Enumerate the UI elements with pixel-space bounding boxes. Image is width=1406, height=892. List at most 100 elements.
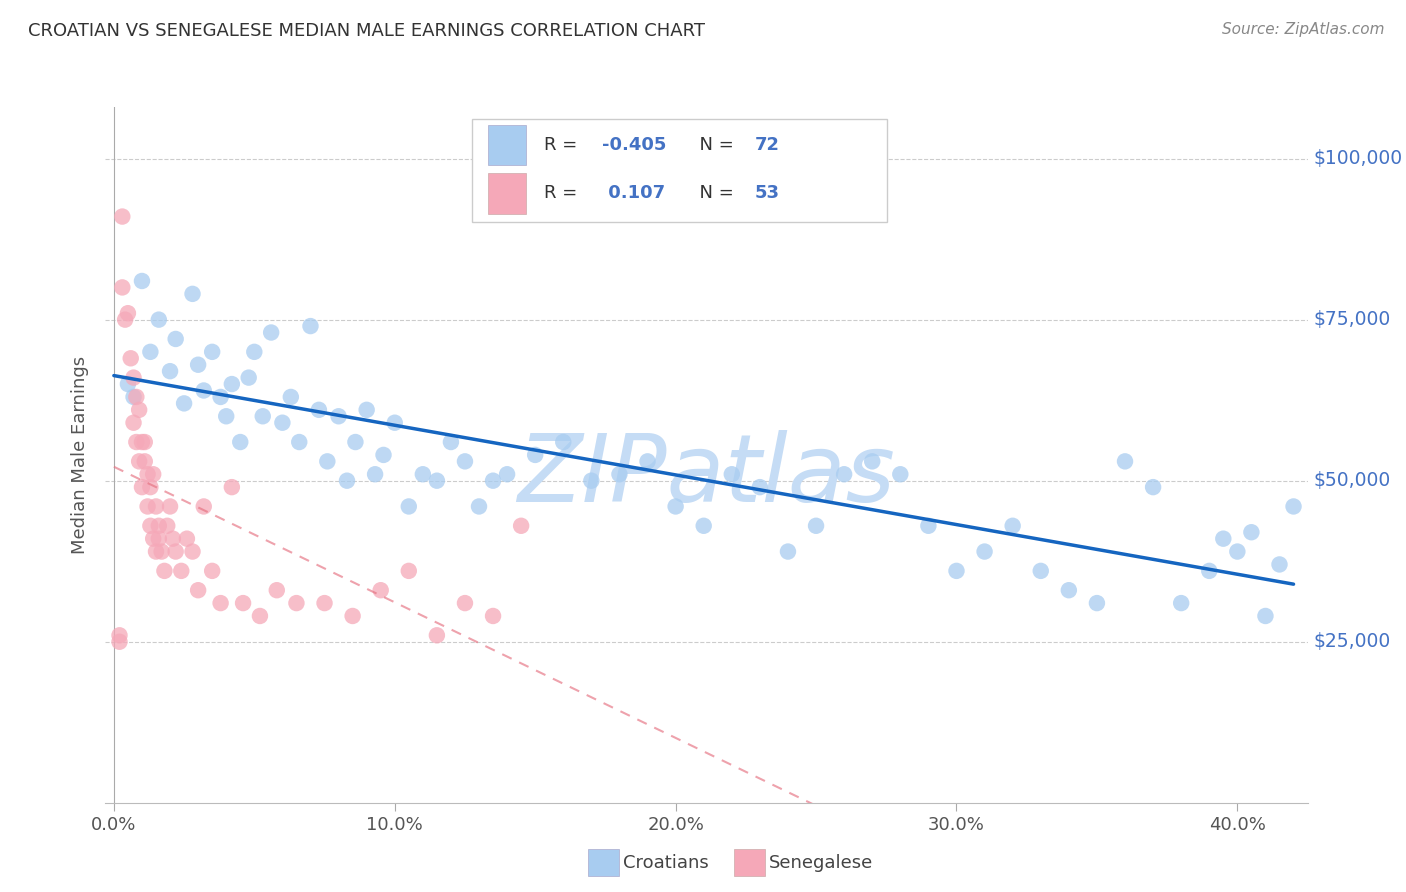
Text: Croatians: Croatians — [623, 855, 709, 872]
Point — [131, 435, 153, 450]
Point — [398, 564, 420, 578]
Point — [128, 454, 150, 468]
Point — [665, 500, 688, 514]
Point — [122, 416, 145, 430]
Point — [860, 454, 883, 468]
Point — [221, 480, 243, 494]
FancyBboxPatch shape — [472, 119, 887, 222]
Point — [136, 500, 159, 514]
Point — [637, 454, 659, 468]
Point — [496, 467, 519, 482]
Point — [260, 326, 283, 340]
Point — [482, 474, 505, 488]
Point — [299, 319, 322, 334]
Point — [128, 402, 150, 417]
Point — [193, 384, 215, 398]
Point — [108, 628, 131, 642]
Point — [165, 544, 187, 558]
Point — [193, 500, 215, 514]
Text: $25,000: $25,000 — [1313, 632, 1391, 651]
Point — [1001, 518, 1024, 533]
Point — [266, 583, 288, 598]
Point — [454, 596, 477, 610]
Point — [412, 467, 434, 482]
Point — [139, 518, 162, 533]
Point — [804, 518, 827, 533]
Point — [142, 467, 165, 482]
Point — [581, 474, 603, 488]
Point — [139, 344, 162, 359]
Point — [187, 583, 209, 598]
Point — [181, 544, 204, 558]
Point — [1142, 480, 1164, 494]
Point — [229, 435, 252, 450]
Text: R =: R = — [544, 185, 583, 202]
Point — [209, 390, 232, 404]
Point — [336, 474, 359, 488]
Point — [609, 467, 631, 482]
Point — [308, 402, 330, 417]
Point — [243, 344, 266, 359]
Point — [342, 609, 364, 624]
Point — [148, 518, 170, 533]
Point — [553, 435, 575, 450]
Text: CROATIAN VS SENEGALESE MEDIAN MALE EARNINGS CORRELATION CHART: CROATIAN VS SENEGALESE MEDIAN MALE EARNI… — [28, 22, 706, 40]
Point — [153, 564, 176, 578]
Point — [117, 306, 139, 320]
Point — [159, 364, 181, 378]
Point — [252, 409, 274, 424]
Text: 0.107: 0.107 — [602, 185, 665, 202]
Point — [280, 390, 302, 404]
Point — [209, 596, 232, 610]
Point — [162, 532, 184, 546]
Point — [111, 210, 134, 224]
Point — [1029, 564, 1052, 578]
Point — [454, 454, 477, 468]
Point — [1268, 558, 1291, 572]
Point — [165, 332, 187, 346]
Text: $75,000: $75,000 — [1313, 310, 1391, 329]
Point — [159, 500, 181, 514]
Point — [1085, 596, 1108, 610]
Point — [344, 435, 367, 450]
Point — [889, 467, 911, 482]
Point — [832, 467, 855, 482]
Text: ZIPatlas: ZIPatlas — [517, 430, 896, 521]
Point — [1226, 544, 1249, 558]
Text: $100,000: $100,000 — [1313, 149, 1403, 168]
Point — [426, 474, 449, 488]
Point — [108, 634, 131, 648]
Point — [136, 467, 159, 482]
Point — [720, 467, 742, 482]
Point — [173, 396, 195, 410]
Point — [125, 390, 148, 404]
Point — [1212, 532, 1234, 546]
Point — [384, 416, 406, 430]
Point — [1198, 564, 1220, 578]
Point — [917, 518, 939, 533]
Point — [524, 448, 547, 462]
Point — [131, 274, 153, 288]
Point — [238, 370, 260, 384]
Point — [170, 564, 193, 578]
Point — [156, 518, 179, 533]
Point — [314, 596, 336, 610]
Point — [398, 500, 420, 514]
Point — [1057, 583, 1080, 598]
Point — [328, 409, 350, 424]
Point — [316, 454, 339, 468]
Point — [125, 435, 148, 450]
Point — [468, 500, 491, 514]
Text: R =: R = — [544, 136, 583, 154]
Point — [373, 448, 395, 462]
Point — [117, 377, 139, 392]
Point — [150, 544, 173, 558]
Point — [145, 500, 167, 514]
Point — [973, 544, 995, 558]
Point — [201, 564, 224, 578]
Point — [131, 480, 153, 494]
Point — [356, 402, 378, 417]
Point — [1254, 609, 1277, 624]
Point — [134, 454, 156, 468]
Point — [114, 312, 136, 326]
